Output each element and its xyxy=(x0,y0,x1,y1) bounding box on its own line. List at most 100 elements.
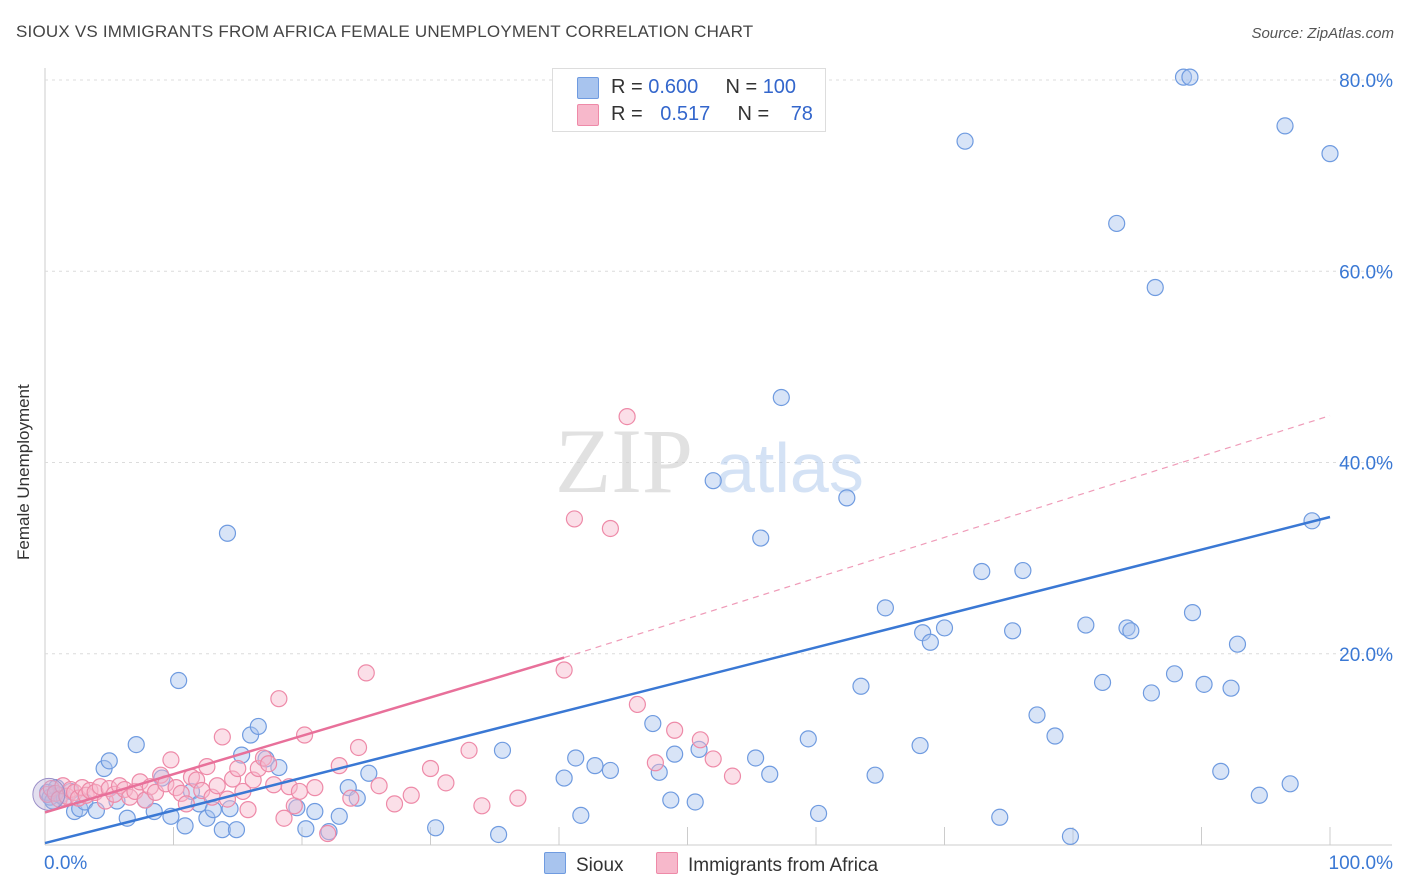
africa-point xyxy=(357,664,375,682)
africa-point xyxy=(259,755,278,773)
legend-swatch-sioux xyxy=(577,77,599,99)
africa-point xyxy=(213,728,231,746)
africa-point xyxy=(188,771,206,789)
sioux-point xyxy=(297,820,315,838)
africa-point xyxy=(704,750,722,768)
legend-n-label: N = xyxy=(725,76,763,98)
sioux-point xyxy=(1142,684,1160,702)
sioux-point xyxy=(601,761,620,780)
sioux-point xyxy=(1276,117,1294,135)
sioux-point xyxy=(567,749,585,767)
legend-r-label: R = xyxy=(611,103,649,125)
africa-point xyxy=(270,690,288,708)
y-axis-title: Female Unemployment xyxy=(14,384,33,560)
africa-point xyxy=(437,774,455,792)
africa-point xyxy=(691,731,709,749)
africa-point xyxy=(208,777,226,795)
africa-point xyxy=(421,759,440,778)
sioux-point xyxy=(761,765,779,783)
sioux-point xyxy=(1212,762,1230,780)
sioux-point xyxy=(1281,775,1299,793)
africa-point xyxy=(290,782,309,801)
bottom-legend-sioux: Sioux xyxy=(544,852,624,877)
sioux-point xyxy=(921,633,939,651)
sioux-point xyxy=(666,745,684,763)
sioux-point xyxy=(490,825,508,844)
africa-point xyxy=(666,721,684,739)
sioux-point xyxy=(935,619,954,637)
sioux-point xyxy=(1250,786,1268,804)
africa-point xyxy=(509,789,527,807)
sioux-point xyxy=(1004,622,1022,640)
sioux-point xyxy=(1165,665,1184,683)
sioux-point xyxy=(1061,827,1080,845)
africa-point xyxy=(565,510,584,528)
sioux-point xyxy=(1146,278,1164,297)
sioux-point xyxy=(1122,622,1140,640)
sioux-point xyxy=(752,529,770,547)
bottom-legend-swatch-sioux xyxy=(544,852,566,874)
africa-trend-line xyxy=(44,656,565,814)
africa-point xyxy=(385,795,404,813)
sioux-point xyxy=(100,752,118,770)
africa-point xyxy=(172,784,190,802)
africa-point xyxy=(646,754,664,772)
sioux-point xyxy=(330,807,348,825)
africa-point xyxy=(601,519,620,538)
cluster-point xyxy=(32,777,66,811)
sioux-trend-line xyxy=(44,515,1331,845)
sioux-point xyxy=(1046,727,1064,745)
sioux-point xyxy=(1321,145,1339,163)
sioux-point xyxy=(686,793,704,811)
sioux-point xyxy=(288,799,306,817)
sioux-point xyxy=(1108,214,1126,233)
sioux-point xyxy=(198,809,216,827)
africa-point xyxy=(229,759,247,778)
sioux-point xyxy=(1195,675,1213,693)
africa-point xyxy=(193,781,211,800)
sioux-point xyxy=(493,741,512,759)
africa-point xyxy=(628,695,646,714)
data-points xyxy=(32,68,1339,845)
trend-lines xyxy=(44,415,1331,845)
y-tick-label: 60.0% xyxy=(1339,262,1393,283)
x-tick-label: 100.0% xyxy=(1329,853,1394,874)
sioux-point xyxy=(1183,604,1202,622)
africa-point xyxy=(239,801,257,819)
sioux-point xyxy=(991,808,1009,826)
sioux-point xyxy=(213,821,231,839)
watermark-zip: ZIP xyxy=(555,410,693,512)
sioux-point xyxy=(876,599,894,617)
sioux-point xyxy=(221,800,239,818)
sioux-point xyxy=(1014,561,1032,580)
bottom-legend-africa: Immigrants from Africa xyxy=(656,852,878,877)
sioux-point xyxy=(249,717,267,736)
sioux-point xyxy=(662,791,680,809)
x-tick-label: 0.0% xyxy=(44,853,87,874)
africa-point xyxy=(349,738,368,757)
sioux-point xyxy=(799,730,817,748)
sioux-point xyxy=(911,736,929,755)
sioux-point xyxy=(772,388,790,407)
sioux-point xyxy=(1093,673,1112,692)
sioux-point xyxy=(218,524,237,542)
africa-point xyxy=(402,786,420,804)
africa-trend-extension xyxy=(563,415,1331,659)
y-tick-label: 40.0% xyxy=(1339,454,1393,475)
sioux-point xyxy=(838,489,856,507)
sioux-point xyxy=(1181,68,1199,86)
sioux-point xyxy=(555,769,573,787)
sioux-point xyxy=(956,132,974,150)
sioux-point xyxy=(747,749,765,767)
sioux-point xyxy=(704,472,722,490)
sioux-point xyxy=(1028,706,1046,724)
legend-n-label: N = xyxy=(737,103,775,125)
africa-point xyxy=(618,408,636,426)
africa-point xyxy=(249,759,267,778)
sioux-point xyxy=(852,677,870,695)
legend-n-value: 78 xyxy=(790,103,813,125)
sioux-point xyxy=(427,819,445,837)
sioux-point xyxy=(360,764,378,782)
legend-n-value: 100 xyxy=(762,76,797,98)
africa-point xyxy=(319,824,337,843)
